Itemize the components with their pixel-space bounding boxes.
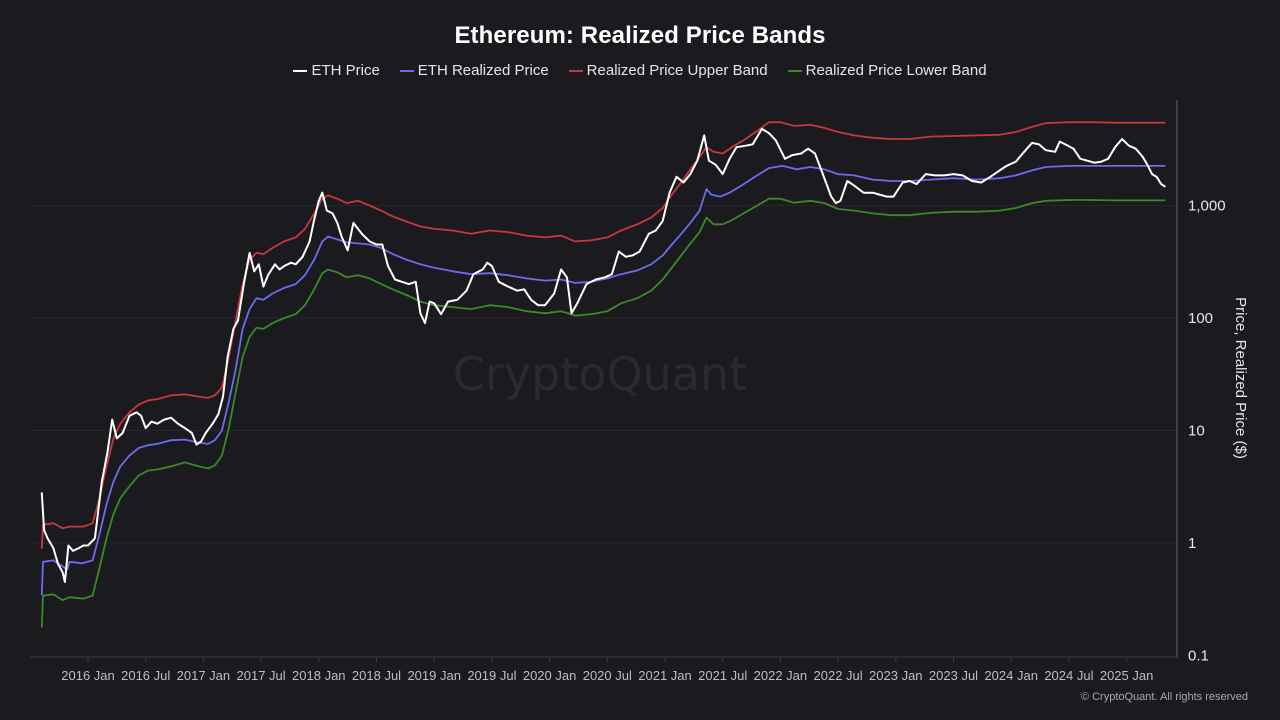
copyright-notice: © CryptoQuant. All rights reserved <box>1080 691 1248 703</box>
x-tick-label: 2016 Jul <box>121 668 170 683</box>
series-lines <box>40 121 1166 628</box>
x-tick-label: 2025 Jan <box>1100 668 1154 683</box>
watermark-logo: CryptoQuant <box>453 347 747 401</box>
legend-swatch-green-line-icon <box>787 69 802 72</box>
legend-swatch-red-line-icon <box>568 69 583 72</box>
legend-item-lower-band[interactable]: Realized Price Lower Band <box>787 62 987 79</box>
axes <box>30 100 1178 658</box>
x-tick-label: 2017 Jul <box>237 668 286 683</box>
legend-item-upper-band[interactable]: Realized Price Upper Band <box>568 62 768 79</box>
x-tick-label: 2016 Jan <box>61 668 115 683</box>
legend-label: Realized Price Lower Band <box>805 62 987 79</box>
legend-swatch-blue-line-icon <box>399 69 414 72</box>
legend-label: ETH Realized Price <box>417 62 549 79</box>
y-tick-label: 100 <box>1188 310 1213 327</box>
chart-legend: ETH Price ETH Realized Price Realized Pr… <box>0 62 1280 79</box>
x-tick-label: 2021 Jan <box>638 668 692 683</box>
x-tick-label: 2018 Jul <box>352 668 401 683</box>
series-line-realized-price-lower-band[interactable] <box>40 197 1166 628</box>
series-line-eth-price[interactable] <box>40 127 1166 583</box>
x-tick-label: 2019 Jan <box>407 668 461 683</box>
series-line-realized-price-upper-band[interactable] <box>40 121 1166 549</box>
y-tick-label: 1,000 <box>1188 198 1226 215</box>
legend-label: Realized Price Upper Band <box>586 62 768 79</box>
x-tick-label: 2024 Jul <box>1044 668 1093 683</box>
x-tick-label: 2024 Jan <box>984 668 1038 683</box>
x-tick-label: 2020 Jan <box>523 668 577 683</box>
x-tick-label: 2021 Jul <box>698 668 747 683</box>
x-axis-ticks: 2016 Jan 2016 Jul 2017 Jan 2017 Jul 2018 Jan… <box>61 657 1153 683</box>
x-tick-label: 2023 Jul <box>929 668 978 683</box>
x-tick-label: 2019 Jul <box>467 668 516 683</box>
x-tick-label: 2022 Jul <box>814 668 863 683</box>
series-line-eth-realized-price[interactable] <box>40 165 1166 596</box>
x-tick-label: 2023 Jan <box>869 668 923 683</box>
legend-label: ETH Price <box>311 62 380 79</box>
x-tick-label: 2020 Jul <box>583 668 632 683</box>
x-tick-label: 2022 Jan <box>754 668 808 683</box>
y-tick-label: 0.1 <box>1188 648 1209 665</box>
x-tick-label: 2018 Jan <box>292 668 346 683</box>
y-axis-title: Price, Realized Price ($) <box>1232 297 1249 459</box>
x-tick-label: 2017 Jan <box>177 668 231 683</box>
y-tick-label: 10 <box>1188 423 1205 440</box>
y-tick-label: 1 <box>1188 535 1196 552</box>
legend-item-eth-realized-price[interactable]: ETH Realized Price <box>399 62 549 79</box>
legend-swatch-white-line-icon <box>293 69 308 72</box>
legend-item-eth-price[interactable]: ETH Price <box>293 62 380 79</box>
chart-title: Ethereum: Realized Price Bands <box>454 22 826 49</box>
y-axis-ticks: 1,000 100 10 1 0.1 <box>1188 198 1226 665</box>
